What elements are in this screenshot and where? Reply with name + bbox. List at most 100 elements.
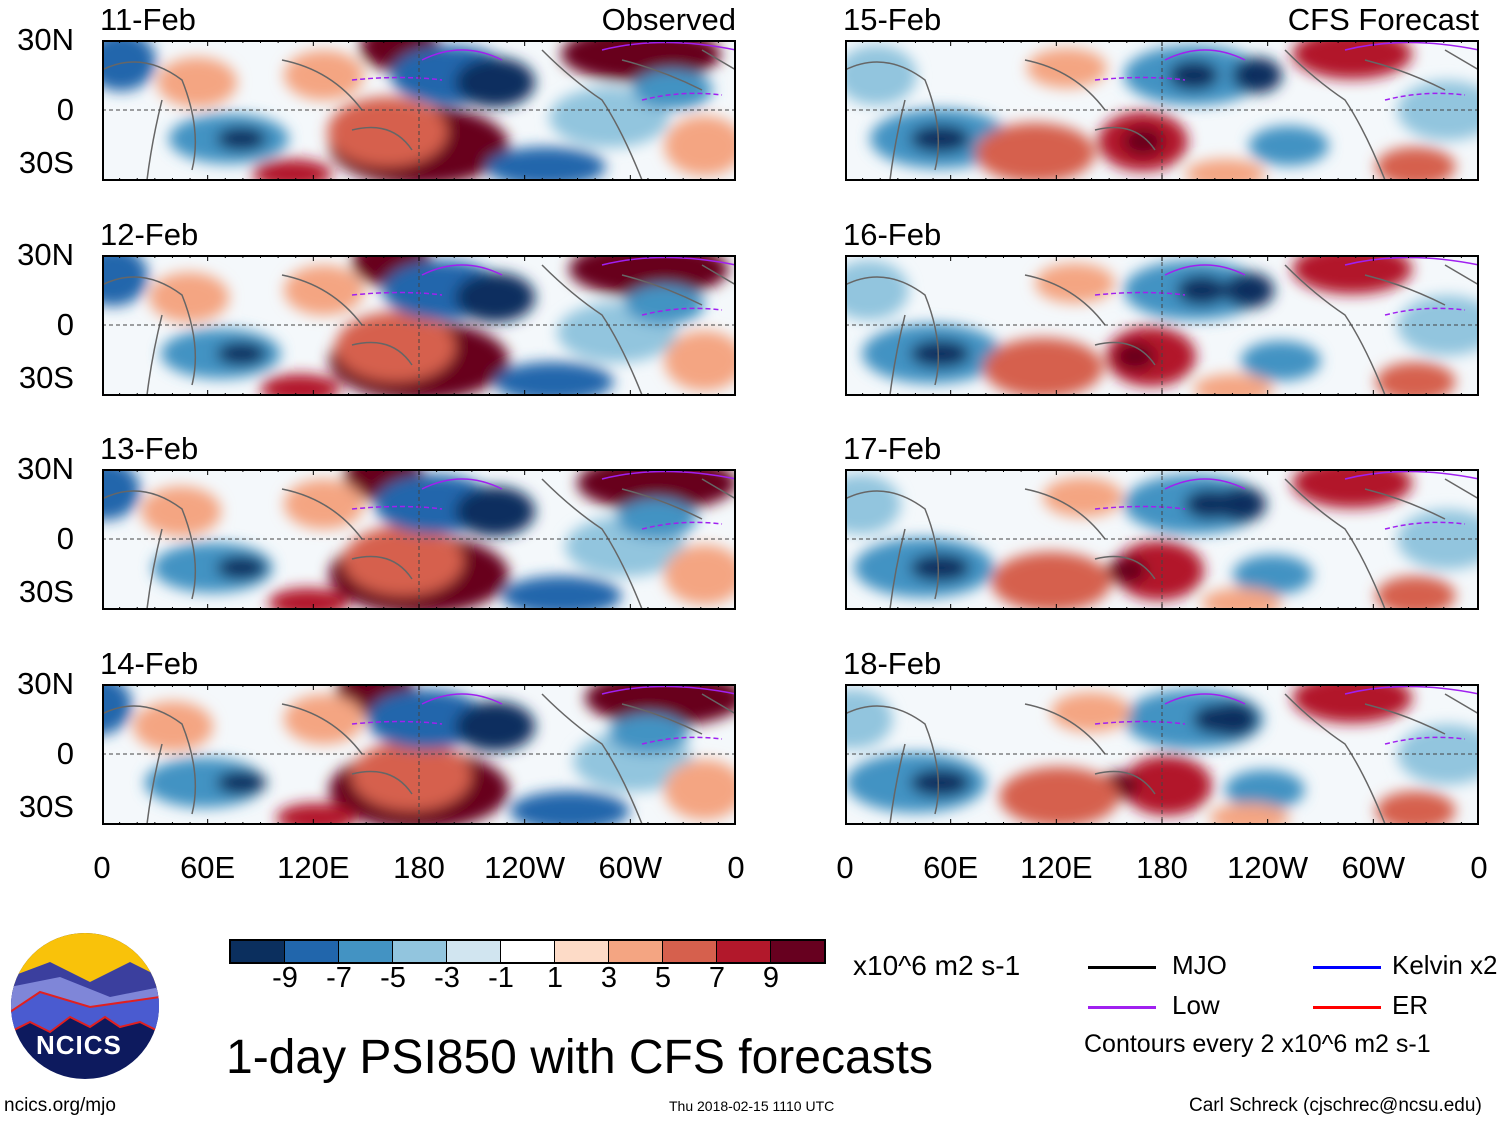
map-panel-right-3 — [844, 684, 1480, 825]
footer-author: Carl Schreck (cjschrec@ncsu.edu) — [1189, 1095, 1482, 1116]
anomaly-blob — [632, 69, 713, 110]
anomaly-blob — [102, 469, 141, 521]
colorbar-swatch — [501, 941, 555, 962]
panel-date: 13-Feb — [100, 431, 199, 466]
panel-date: 12-Feb — [100, 217, 199, 252]
panel-date: 15-Feb — [843, 2, 942, 37]
lon-label: 0 — [1470, 850, 1488, 885]
colorbar-label: -1 — [488, 962, 514, 994]
anomaly-blob — [845, 45, 917, 106]
anomaly-blob — [1397, 509, 1479, 570]
map-panel-right-2 — [844, 469, 1480, 610]
anomaly-blob — [1397, 295, 1479, 356]
anomaly-blob — [216, 770, 267, 795]
colorbar-label: -3 — [434, 962, 460, 994]
lat-label: 30N — [17, 451, 74, 486]
anomaly-blob — [1224, 769, 1305, 810]
anomaly-blob — [999, 766, 1120, 825]
legend-label: ER — [1392, 990, 1429, 1020]
anomaly-blob — [664, 330, 736, 391]
lon-label: 180 — [393, 850, 445, 885]
anomaly-blob — [568, 255, 729, 298]
anomaly-blob — [216, 341, 267, 366]
panel-date: 16-Feb — [843, 217, 942, 252]
colorbar-swatch — [285, 941, 339, 962]
colorbar-label: 7 — [708, 962, 726, 994]
anomaly-blob — [584, 684, 736, 727]
legend-label: MJO — [1172, 950, 1227, 980]
anomaly-blob — [141, 486, 222, 537]
anomaly-blob — [455, 486, 536, 537]
colorbar-swatch — [231, 941, 285, 962]
panel-date: 18-Feb — [843, 646, 942, 681]
anomaly-blob — [983, 337, 1104, 396]
anomaly-blob — [624, 284, 705, 325]
anomaly-blob — [576, 469, 736, 512]
anomaly-blob — [216, 555, 267, 580]
coastline — [845, 693, 1479, 825]
anomaly-blob — [1292, 255, 1413, 295]
anomaly-blob — [1375, 575, 1456, 610]
anomaly-blob — [1114, 342, 1155, 371]
anomaly-blob — [1185, 158, 1266, 181]
anomaly-blob — [1042, 477, 1123, 518]
panel-label: CFS Forecast — [1287, 2, 1479, 37]
anomaly-blob — [1193, 373, 1274, 396]
colorbar-swatch — [555, 941, 609, 962]
lon-label: 120E — [1020, 850, 1093, 885]
anomaly-blob — [102, 684, 133, 735]
coastline — [102, 478, 736, 610]
lat-label: 0 — [56, 92, 74, 127]
panel-date: 17-Feb — [843, 431, 942, 466]
anomaly-blob — [343, 525, 464, 596]
anomaly-blob — [1248, 125, 1329, 166]
lon-label: 120W — [484, 850, 566, 885]
low-contour-dashed — [351, 291, 723, 316]
lat-label: 0 — [56, 736, 74, 771]
anomaly-blob — [991, 551, 1112, 610]
colorbar-label: 5 — [654, 962, 672, 994]
lat-label: 30S — [18, 360, 74, 395]
colorbar-label: 1 — [546, 962, 564, 994]
anomaly-blob — [102, 255, 149, 307]
map-panel-right-1 — [844, 255, 1480, 396]
anomaly-blob — [485, 146, 606, 181]
anomaly-blob — [1168, 60, 1219, 91]
anomaly-blob — [608, 713, 689, 754]
low-contour-dashed — [1094, 505, 1466, 530]
low-contour-dashed — [1094, 76, 1466, 101]
lat-label: 30S — [18, 145, 74, 180]
lat-label: 30S — [18, 574, 74, 609]
anomaly-blob — [975, 122, 1096, 181]
map-panel-left-3 — [101, 684, 737, 825]
anomaly-blob — [1292, 684, 1413, 724]
map-panel-right-0 — [844, 40, 1480, 181]
lon-label: 120W — [1227, 850, 1309, 885]
anomaly-blob — [664, 544, 736, 605]
anomaly-blob — [455, 57, 536, 108]
colorbar-label: 3 — [600, 962, 618, 994]
anomaly-blob — [910, 553, 971, 582]
lon-label: 120E — [277, 850, 350, 885]
colorbar-units: x10^6 m2 s-1 — [853, 950, 1021, 981]
lon-label: 60E — [180, 850, 236, 885]
colorbar-swatch — [447, 941, 501, 962]
colorbar-swatch — [717, 941, 771, 962]
logo-text: NCICS — [36, 1030, 122, 1060]
coastline — [102, 264, 736, 396]
anomaly-blob — [216, 126, 267, 151]
anomaly-blob — [455, 701, 536, 752]
lat-label: 30N — [17, 666, 74, 701]
anomaly-blob — [1232, 57, 1283, 94]
anomaly-blob — [102, 40, 157, 92]
anomaly-blob — [157, 57, 238, 108]
footer-url: ncics.org/mjo — [4, 1095, 116, 1116]
anomaly-blob — [1224, 272, 1275, 309]
panel-label: Observed — [601, 2, 736, 37]
colorbar-swatch — [393, 941, 447, 962]
low-contour-dashed — [351, 76, 723, 101]
colorbar-swatch — [771, 941, 824, 962]
map-panel-left-0 — [101, 40, 737, 181]
legend-line-low — [1088, 1006, 1156, 1009]
colorbar-swatch — [663, 941, 717, 962]
